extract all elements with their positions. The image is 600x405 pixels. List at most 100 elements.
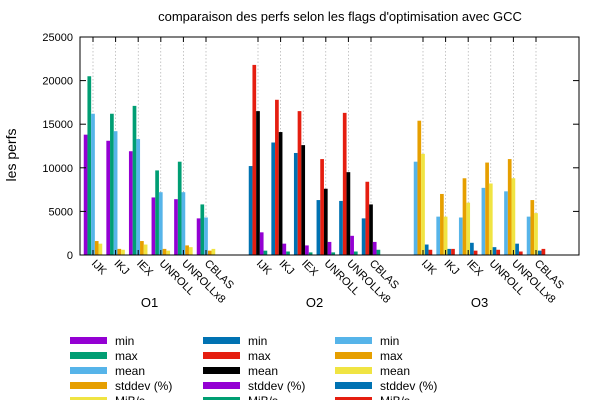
- bar-O3-IKJ-mibs: [451, 248, 455, 255]
- x-tick-label: IJK: [254, 258, 274, 278]
- bar-O1-UNROLLx8-min: [174, 199, 178, 255]
- x-tick-label: IEX: [464, 258, 485, 279]
- bar-O1-IKJ-mibs: [121, 249, 125, 255]
- y-tick-label: 15000: [42, 119, 73, 131]
- bar-O2-UNROLL-min: [316, 200, 321, 255]
- bar-O2-UNROLL-max: [320, 159, 324, 255]
- legend-swatch: [335, 367, 372, 374]
- legend-label: mean: [248, 364, 278, 378]
- bar-O3-IKJ-min: [436, 216, 441, 255]
- bar-O1-UNROLL-stddev: [162, 248, 167, 255]
- legend-swatch: [203, 337, 240, 344]
- legend-swatch: [335, 382, 372, 389]
- bar-O2-CBLAS-min: [361, 218, 366, 255]
- bar-layer: [83, 64, 546, 256]
- bar-O1-IEX-max: [132, 105, 137, 255]
- bar-O3-IJK-stddev: [424, 244, 429, 255]
- x-tick-label: IKJ: [111, 258, 131, 278]
- bar-O3-UNROLLx8-max: [507, 159, 512, 255]
- bar-O1-CBLAS-min: [196, 218, 201, 255]
- legend-label: min: [248, 334, 267, 348]
- bar-O3-UNROLL-mean: [488, 183, 493, 255]
- bar-O2-UNROLLx8-min: [339, 200, 343, 255]
- bar-O3-CBLAS-max: [530, 200, 535, 255]
- bar-O2-IJK-min: [248, 166, 253, 255]
- bar-O2-IEX-mean: [301, 145, 306, 255]
- bar-O2-CBLAS-mibs: [376, 249, 381, 255]
- legend-label: MiB/s: [248, 394, 278, 400]
- legend-swatch: [203, 352, 240, 359]
- bar-O3-IJK-min: [413, 161, 418, 255]
- legend-label: max: [248, 349, 271, 363]
- bar-O1-UNROLLx8-mean: [181, 192, 186, 255]
- bar-O1-UNROLLx8-stddev: [185, 245, 189, 255]
- bar-O3-IEX-stddev: [470, 242, 474, 255]
- legend-label: stddev (%): [115, 379, 172, 393]
- bar-O2-UNROLLx8-max: [342, 112, 347, 255]
- bar-O1-CBLAS-mibs: [211, 248, 216, 255]
- bar-O3-IKJ-max: [440, 193, 444, 255]
- bar-O2-IJK-max: [252, 64, 257, 256]
- legend-label: max: [115, 349, 138, 363]
- bar-O3-IEX-mean: [466, 202, 471, 255]
- bar-O2-IEX-stddev: [305, 245, 309, 255]
- bar-O2-CBLAS-max: [365, 181, 370, 255]
- legend-swatch: [335, 337, 372, 344]
- bar-O2-CBLAS-mean: [369, 204, 373, 255]
- bar-O1-IEX-mean: [136, 139, 141, 255]
- group-label: O3: [471, 295, 488, 310]
- bar-O1-IJK-min: [83, 134, 88, 255]
- legend-label: MiB/s: [115, 394, 145, 400]
- bar-O1-CBLAS-stddev: [207, 250, 212, 255]
- bar-O2-IJK-stddev: [259, 232, 264, 255]
- bar-O2-IKJ-mibs: [286, 251, 290, 255]
- legend-swatch: [203, 382, 240, 389]
- y-tick-label: 20000: [42, 76, 73, 88]
- y-tick-label: 0: [67, 250, 73, 262]
- y-tick-label: 25000: [42, 32, 73, 44]
- x-tick-label: IKJ: [276, 258, 296, 278]
- bar-O2-UNROLL-mean: [323, 188, 328, 255]
- plot-frame: [79, 36, 580, 256]
- legend-swatch: [70, 367, 107, 374]
- y-axis-label: les perfs: [3, 129, 19, 182]
- legend-swatch: [70, 337, 107, 344]
- bar-O3-IEX-mibs: [473, 250, 478, 255]
- legend-label: stddev (%): [380, 379, 437, 393]
- chart-title: comparaison des perfs selon les flags d'…: [158, 9, 522, 24]
- bar-O1-UNROLL-min: [151, 197, 156, 255]
- bar-O3-UNROLL-min: [481, 187, 486, 255]
- bar-O3-UNROLL-max: [485, 162, 489, 255]
- bar-O1-UNROLL-max: [155, 170, 159, 255]
- bar-O2-IEX-min: [293, 152, 298, 255]
- bar-O1-IJK-stddev: [94, 241, 99, 255]
- bar-O2-IEX-max: [297, 111, 302, 256]
- bar-O2-IJK-mean: [256, 111, 260, 256]
- legend-label: stddev (%): [248, 379, 305, 393]
- bar-O1-IEX-min: [128, 151, 133, 255]
- x-tick-label: IEX: [134, 258, 155, 279]
- bar-O2-IKJ-max: [275, 99, 279, 255]
- bar-O3-UNROLLx8-stddev: [515, 243, 519, 255]
- bar-O3-CBLAS-stddev: [537, 250, 542, 255]
- bar-O3-IJK-mean: [421, 153, 425, 255]
- bar-O3-CBLAS-min: [526, 216, 531, 255]
- bar-O3-UNROLLx8-mean: [511, 178, 516, 255]
- bar-O2-IEX-mibs: [308, 252, 313, 255]
- legend-swatch: [70, 382, 107, 389]
- bar-O2-IKJ-min: [271, 142, 276, 255]
- bar-O1-IJK-mean: [91, 113, 95, 256]
- bar-O1-IKJ-stddev: [117, 248, 122, 255]
- bar-O1-IKJ-min: [106, 140, 111, 255]
- bar-O3-IJK-max: [417, 120, 422, 255]
- legend-label: max: [380, 349, 403, 363]
- bar-O1-IKJ-mean: [113, 131, 118, 255]
- bar-O2-UNROLLx8-stddev: [350, 235, 354, 255]
- bar-O3-IKJ-mean: [443, 216, 448, 255]
- legend-swatch: [203, 367, 240, 374]
- x-tick-label: IJK: [419, 258, 439, 278]
